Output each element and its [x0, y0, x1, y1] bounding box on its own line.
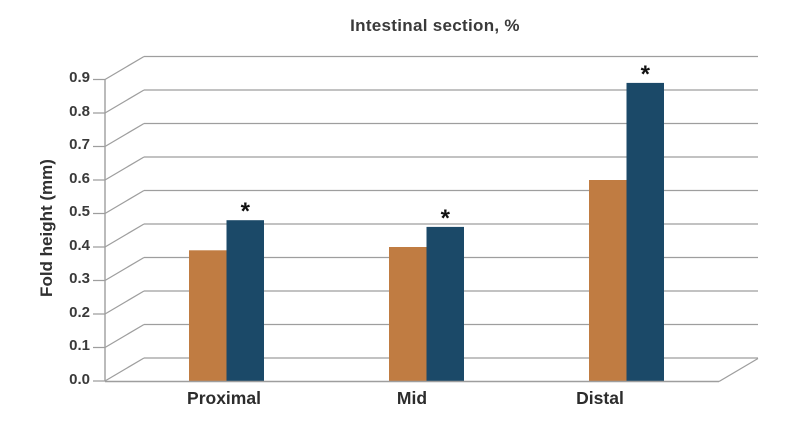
gridline-diagonal	[104, 55, 145, 81]
y-axis-tick-label: 0.9	[69, 69, 90, 86]
y-axis-tick-label: 0.4	[69, 236, 90, 254]
gridline-diagonal	[104, 357, 145, 382]
gridline-diagonal	[104, 156, 145, 181]
gridline-diagonal	[104, 223, 145, 248]
y-axis-tick-label: 0.6	[69, 169, 90, 187]
x-axis-category-label: Distal	[576, 388, 624, 408]
gridline-diagonal	[104, 323, 145, 349]
bar-series-2-blue-distal	[626, 82, 664, 382]
y-axis-tick-label: 0.8	[69, 102, 90, 120]
significance-asterisk: *	[241, 198, 251, 225]
bar-series-2-blue-mid	[426, 226, 464, 381]
significance-asterisk: *	[641, 61, 651, 88]
significance-asterisk: *	[441, 205, 451, 232]
y-axis-tick-label: 0.2	[69, 303, 90, 321]
y-axis-tick-label: 0.1	[69, 337, 90, 354]
y-axis-tick-label: 0.3	[69, 270, 90, 287]
y-axis-tick-label: 0.5	[69, 203, 90, 220]
floor-right-diagonal	[718, 357, 759, 383]
bar-series-2-blue-proximal	[226, 220, 264, 381]
gridline-diagonal	[104, 290, 145, 315]
bar-series-1-orange-distal	[589, 180, 627, 381]
gridline-diagonal	[104, 189, 145, 215]
gridline-diagonal	[104, 122, 145, 148]
gridline-diagonal	[104, 89, 145, 114]
x-axis-category-label: Mid	[396, 388, 428, 408]
gridline-diagonal	[104, 256, 145, 282]
x-axis-category-label: Proximal	[187, 388, 261, 408]
bar-series-1-orange-mid	[389, 247, 427, 381]
y-axis-tick-label: 0.7	[69, 136, 90, 153]
bar-series-1-orange-proximal	[189, 250, 227, 381]
chart-title: Intestinal section, %	[350, 16, 520, 35]
y-axis-tick-label: 0.0	[69, 370, 90, 388]
